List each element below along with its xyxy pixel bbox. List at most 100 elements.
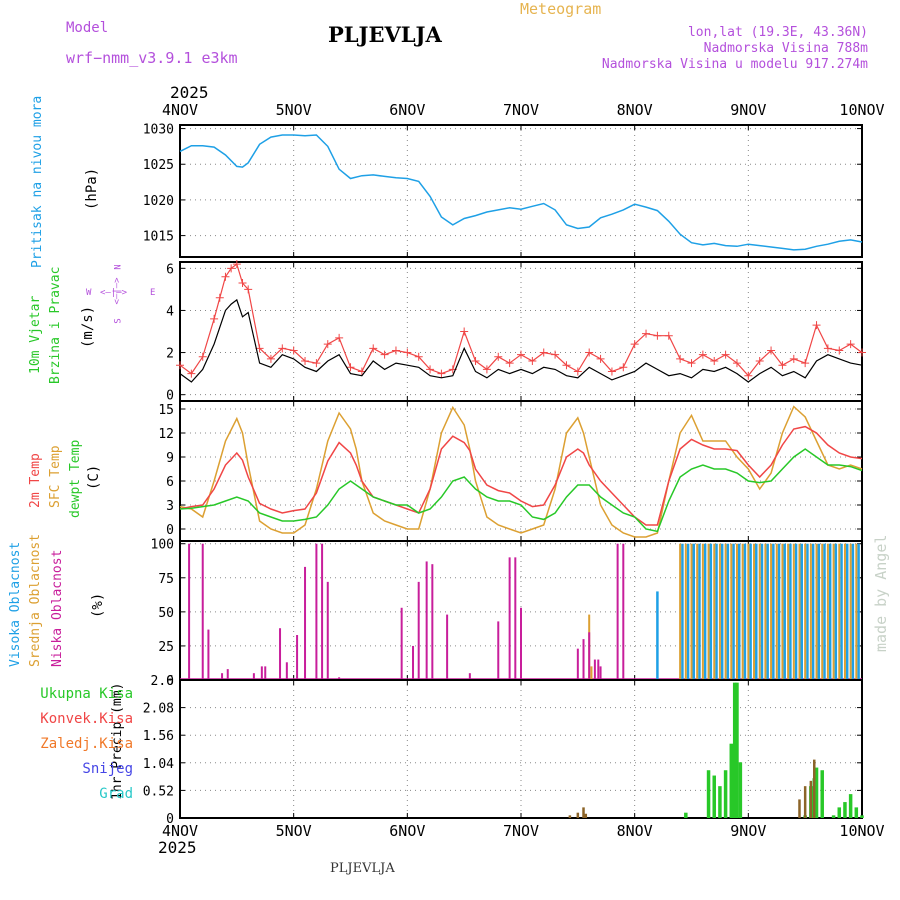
gust-marker [744, 371, 753, 380]
xtick-label-top: 4NOV [162, 101, 198, 119]
cloud-low-bar [260, 666, 263, 680]
temperature-ytick-label: 6 [166, 475, 174, 490]
gust-marker [551, 350, 560, 359]
cloud-mid-bar [832, 543, 835, 680]
cloud-low-bar [431, 564, 434, 680]
cloud-low-bar [514, 557, 517, 680]
cloud-low-bar [304, 566, 307, 680]
cloud-low-bar [221, 673, 224, 680]
footer-station: PLJEVLJA [330, 861, 395, 876]
gust-marker [653, 331, 662, 340]
gust-marker [232, 260, 241, 269]
cloud-mid-bar [713, 543, 716, 680]
gust-marker [323, 340, 332, 349]
precip-total-bar [735, 682, 739, 818]
xtick-label-top: 5NOV [276, 101, 312, 119]
cloud-low-bar [599, 666, 602, 680]
gust-marker [596, 354, 605, 363]
cloud-high-bar [828, 543, 832, 680]
gust-marker [391, 346, 400, 355]
cloud-low-bar [207, 629, 210, 680]
precip-conv-bar [798, 799, 801, 818]
gust-marker [426, 365, 435, 374]
precip-total-bar [860, 815, 864, 818]
gust-marker [403, 348, 412, 357]
cloud-high-bar [737, 543, 741, 680]
gust-marker [539, 348, 548, 357]
cloud-mid-bar [730, 543, 733, 680]
cloud-high-bar [834, 543, 838, 680]
cloud-high-bar [857, 543, 860, 680]
year-bottom: 2025 [158, 838, 197, 857]
temperature-ytick-label: 12 [158, 427, 174, 442]
cloud-mid-bar [724, 543, 727, 680]
gust-marker [369, 344, 378, 353]
pressure-frame [179, 124, 863, 258]
xtick-label-bottom: 10NOV [839, 822, 884, 840]
gust-marker [471, 356, 480, 365]
cloud-mid-bar [758, 543, 761, 680]
cloud-mid-bar [747, 543, 750, 680]
precip-total-bar [854, 807, 859, 818]
cloud-low-bar [582, 639, 585, 680]
gust-marker [846, 340, 855, 349]
compass-w: W [86, 288, 92, 298]
cloud-high-bar [732, 543, 735, 680]
precip-conv-bar [582, 807, 585, 818]
cloud-high-bar [656, 591, 659, 680]
gust-marker [266, 354, 275, 363]
xtick-label-top: 6NOV [389, 101, 425, 119]
year-top: 2025 [170, 83, 209, 102]
gust-marker [698, 350, 707, 359]
precip-conv-bar [813, 759, 816, 818]
xtick-label-top: 9NOV [730, 101, 766, 119]
cloud-mid-bar [696, 543, 699, 680]
precip-total-bar [738, 762, 743, 818]
precip-total-bar [820, 770, 824, 818]
gust-marker [607, 367, 616, 376]
cloud-low-bar [446, 614, 449, 680]
gust-marker [562, 361, 571, 370]
gust-marker [198, 352, 207, 361]
compass-arrows-h: <—|—> [100, 288, 128, 298]
cloud-high-bar [851, 543, 855, 680]
cloud-low-bar [520, 607, 522, 680]
cloud-high-bar [845, 543, 849, 680]
temperature-ytick-label: 15 [158, 403, 174, 418]
cloud-high-bar [760, 543, 764, 680]
cloud-mid-bar [679, 543, 682, 680]
precip-conv-bar [584, 813, 588, 818]
gust-marker [238, 279, 247, 288]
xtick-label-top: 8NOV [617, 101, 653, 119]
temperature-ytick-label: 0 [166, 523, 174, 538]
gust-line [179, 263, 863, 377]
cloud-low-bar [315, 543, 318, 680]
cloud-high-bar [681, 543, 684, 680]
xtick-label-bottom: 8NOV [617, 822, 653, 840]
precip-ytick-label: 0.52 [143, 784, 174, 799]
gust-marker [823, 344, 832, 353]
cloud-high-bar [840, 543, 843, 680]
pressure-ytick-label: 1030 [143, 123, 174, 138]
gust-marker [755, 356, 764, 365]
precip-ytick-label: 1.56 [143, 729, 174, 744]
cloud-low-bar [400, 607, 403, 680]
cloud-high-bar [698, 543, 701, 680]
cloud-high-bar [789, 543, 792, 680]
pressure-ytick-label: 1020 [143, 194, 174, 209]
cloud-high-bar [806, 543, 809, 680]
gust-marker [414, 352, 423, 361]
precip-total-bar [706, 770, 711, 818]
gust-marker [278, 344, 287, 353]
elevation-model-label: Nadmorska Visina u modelu 917.274m [601, 57, 868, 72]
cloud-mid-bar [792, 543, 795, 680]
gust-marker [380, 350, 389, 359]
gust-marker [687, 359, 696, 368]
wind-ytick-label: 6 [166, 262, 174, 277]
dewpt-line [179, 448, 863, 533]
cloud-low-bar [468, 673, 471, 680]
gust-marker [778, 361, 787, 370]
cloud-low-bar [296, 635, 299, 680]
xtick-label-bottom: 7NOV [503, 822, 539, 840]
cloud-mid-bar [684, 543, 687, 680]
